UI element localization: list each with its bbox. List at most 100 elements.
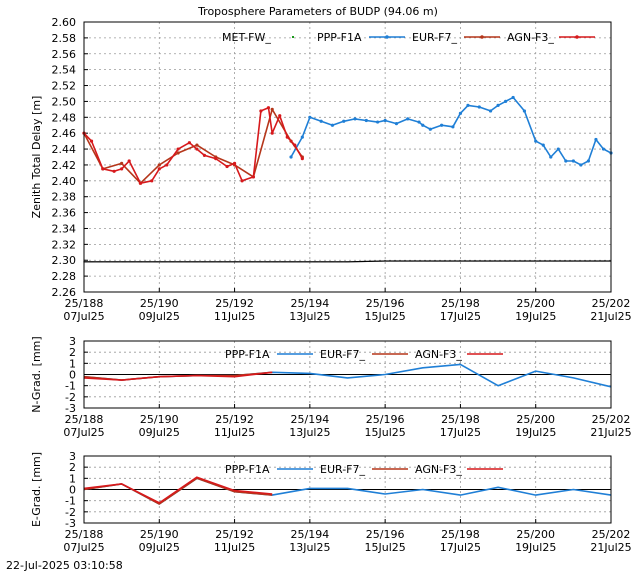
- series-point-met-fw: [146, 261, 148, 263]
- series-point-met-fw: [597, 260, 599, 262]
- series-point-met-fw: [121, 261, 124, 263]
- series-point-met-fw: [276, 261, 278, 263]
- series-point-met-fw: [584, 260, 587, 262]
- series-point-met-fw: [361, 260, 363, 263]
- legend-label-ppp-f1a: PPP-F1A: [317, 31, 362, 44]
- series-point-met-fw: [460, 260, 462, 262]
- x-tick-label-date: 13Jul25: [289, 541, 330, 554]
- legend-label-agn-f3: AGN-F3_: [507, 31, 554, 44]
- series-point-met-fw: [525, 260, 527, 262]
- series-point-met-fw: [458, 260, 461, 262]
- series-point-met-fw: [291, 261, 293, 263]
- series-point-met-fw: [212, 261, 214, 263]
- series-point-met-fw: [542, 260, 544, 262]
- series-point-agn-f3: [270, 131, 274, 135]
- series-point-met-fw: [448, 260, 450, 262]
- x-tick-label-doy: 25/198: [441, 528, 480, 541]
- series-point-met-fw: [218, 261, 221, 263]
- series-point-met-fw: [349, 261, 351, 263]
- series-point-met-fw: [423, 260, 425, 262]
- x-tick-label-date: 13Jul25: [289, 310, 330, 323]
- series-point-met-fw: [323, 261, 325, 263]
- series-point-met-fw: [579, 260, 581, 262]
- series-point-met-fw: [233, 261, 236, 263]
- series-point-agn-f3: [101, 167, 105, 171]
- series-point-met-fw: [401, 260, 403, 262]
- y-tick-label: 2.44: [52, 143, 77, 156]
- series-point-met-fw: [220, 261, 222, 263]
- series-point-met-fw: [379, 260, 382, 262]
- series-point-met-fw: [602, 260, 605, 262]
- series-point-met-fw: [380, 260, 382, 262]
- series-point-met-fw: [461, 260, 463, 262]
- series-point-met-fw: [124, 261, 127, 263]
- x-tick-label-doy: 25/202: [592, 297, 631, 310]
- series-point-met-fw: [426, 260, 429, 262]
- series-point-met-fw: [153, 261, 155, 263]
- series-point-met-fw: [497, 260, 499, 262]
- series-point-met-fw: [394, 260, 397, 262]
- series-point-met-fw: [307, 261, 309, 263]
- series-point-met-fw: [437, 260, 439, 262]
- series-point-met-fw: [231, 261, 233, 263]
- series-point-met-fw: [345, 261, 347, 263]
- series-point-met-fw: [249, 261, 251, 263]
- series-point-met-fw: [219, 261, 222, 263]
- series-point-met-fw: [105, 261, 108, 263]
- series-point-met-fw: [398, 260, 400, 262]
- series-point-met-fw: [387, 260, 389, 262]
- series-point-met-fw: [403, 260, 405, 262]
- series-point-met-fw: [544, 260, 546, 262]
- series-point-met-fw: [247, 261, 249, 263]
- series-point-met-fw: [277, 261, 279, 263]
- series-point-agn-f3: [195, 147, 199, 151]
- series-point-ppp-f1a: [308, 115, 312, 119]
- series-point-met-fw: [484, 260, 486, 262]
- series-point-met-fw: [555, 260, 558, 262]
- series-point-met-fw: [310, 261, 312, 263]
- series-point-met-fw: [135, 261, 137, 263]
- legend-swatch-met-fw: [292, 36, 294, 38]
- series-point-met-fw: [207, 261, 209, 263]
- x-tick-label-doy: 25/194: [291, 528, 330, 541]
- series-point-met-fw: [165, 261, 167, 263]
- series-point-ppp-f1a: [451, 125, 455, 129]
- y-tick-label: 2.32: [52, 238, 77, 251]
- series-point-met-fw: [483, 260, 485, 262]
- y-tick-label: 2.60: [52, 16, 77, 29]
- x-tick-label-doy: 25/194: [291, 297, 330, 310]
- series-point-met-fw: [490, 260, 493, 262]
- series-point-met-fw: [279, 261, 281, 263]
- series-point-met-fw: [328, 261, 330, 263]
- series-point-eur-f7: [195, 143, 199, 147]
- series-point-met-fw: [213, 261, 215, 263]
- series-point-met-fw: [375, 260, 377, 262]
- series-point-met-fw: [326, 261, 328, 263]
- series-point-met-fw: [256, 261, 258, 263]
- y-tick-label: 2.50: [52, 95, 77, 108]
- series-point-met-fw: [605, 260, 607, 262]
- series-point-met-fw: [283, 261, 286, 263]
- legend-label-ppp-f1a: PPP-F1A: [225, 463, 270, 476]
- series-point-met-fw: [413, 260, 415, 262]
- series-point-met-fw: [189, 261, 191, 263]
- series-point-met-fw: [178, 261, 180, 263]
- series-point-met-fw: [473, 260, 475, 262]
- series-point-met-fw: [550, 260, 552, 262]
- series-point-met-fw: [302, 261, 304, 263]
- series-point-met-fw: [162, 261, 164, 263]
- series-point-met-fw: [467, 260, 469, 262]
- series-point-met-fw: [134, 261, 136, 263]
- series-point-met-fw: [442, 260, 445, 262]
- series-point-met-fw: [278, 261, 280, 263]
- series-point-met-fw: [118, 261, 120, 263]
- series-point-met-fw: [489, 260, 492, 262]
- series-point-met-fw: [166, 261, 168, 263]
- x-tick-label-date: 11Jul25: [214, 426, 255, 439]
- series-point-met-fw: [494, 260, 496, 262]
- series-point-met-fw: [309, 261, 311, 263]
- series-line-ppp-f1a: [290, 96, 612, 166]
- series-point-met-fw: [228, 261, 230, 263]
- series-point-met-fw: [263, 261, 265, 263]
